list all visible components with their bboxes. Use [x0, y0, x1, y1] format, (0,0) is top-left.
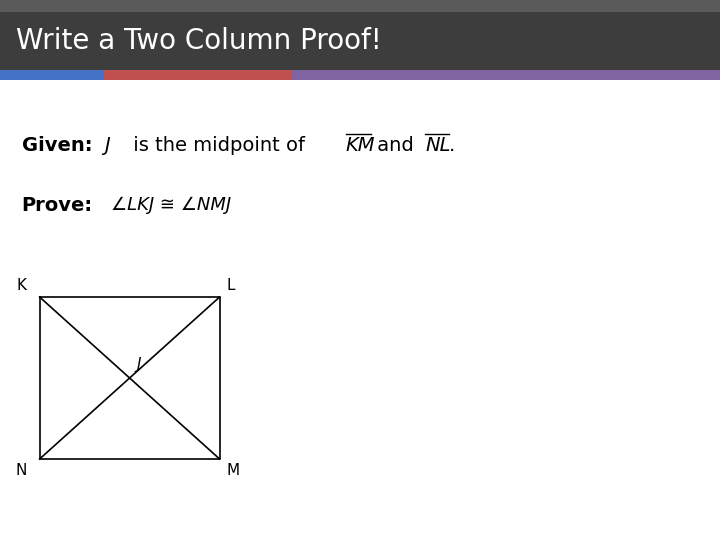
Bar: [0, 70, 104, 80]
Bar: [104, 70, 292, 80]
Bar: [0, 12, 720, 70]
Text: is the midpoint of: is the midpoint of: [127, 136, 311, 156]
Bar: [0, 0, 720, 12]
Text: J: J: [104, 136, 110, 156]
Text: .: .: [449, 136, 455, 156]
Text: M: M: [226, 463, 239, 478]
Text: KM: KM: [346, 136, 375, 156]
Text: K: K: [17, 278, 27, 293]
Text: and: and: [371, 136, 420, 156]
Text: Write a Two Column Proof!: Write a Two Column Proof!: [16, 27, 382, 55]
Text: Prove:: Prove:: [22, 195, 93, 215]
Text: L: L: [226, 278, 235, 293]
Text: NL: NL: [426, 136, 451, 156]
Text: N: N: [15, 463, 27, 478]
Text: Given:: Given:: [22, 136, 92, 156]
Text: J: J: [137, 356, 141, 372]
Text: ∠LKJ ≅ ∠NMJ: ∠LKJ ≅ ∠NMJ: [112, 196, 231, 214]
Bar: [292, 70, 720, 80]
